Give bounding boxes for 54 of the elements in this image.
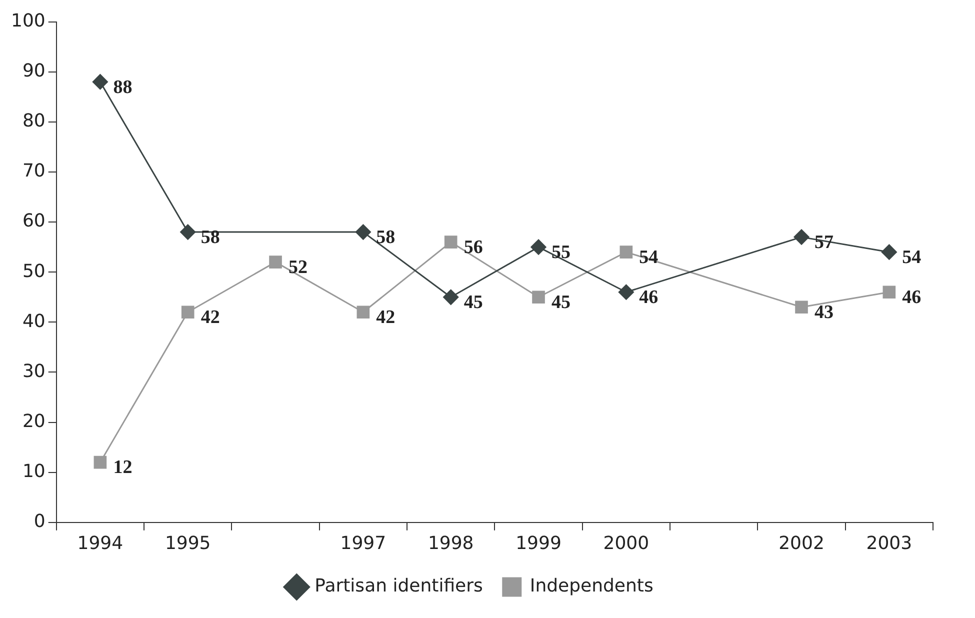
point [444, 236, 458, 248]
data-label: 88 [113, 76, 132, 98]
x-tick-label: 1994 [77, 532, 124, 554]
data-label: 55 [552, 242, 571, 263]
data-label: 42 [376, 307, 396, 328]
y-tick-label: 30 [22, 360, 46, 382]
point [181, 306, 194, 319]
x-tick-label: 1999 [516, 532, 562, 554]
data-label: 58 [200, 226, 220, 248]
point [794, 229, 810, 245]
point [618, 284, 634, 300]
y-tick-label: 40 [22, 310, 46, 332]
data-label: 46 [902, 287, 922, 308]
data-label: 46 [639, 287, 658, 308]
data-label: 45 [552, 292, 571, 314]
data-label: 43 [814, 302, 834, 324]
x-tick-label: 2002 [778, 532, 824, 554]
point [269, 256, 282, 268]
y-tick-label: 90 [22, 60, 46, 82]
point [620, 246, 633, 258]
y-tick-label: 0 [34, 511, 46, 532]
point [443, 289, 459, 305]
data-label: 56 [464, 236, 483, 258]
data-label: 45 [464, 292, 483, 314]
data-label: 54 [902, 246, 922, 268]
x-tick-label: 1995 [164, 532, 211, 554]
point [92, 74, 108, 90]
data-label: 54 [639, 246, 659, 268]
x-tick-label: 2000 [603, 532, 650, 554]
point [530, 239, 546, 255]
legend-label: Independents [530, 576, 654, 597]
x-tick-label: 1998 [428, 532, 474, 554]
point [881, 244, 897, 260]
y-tick-label: 50 [22, 260, 46, 282]
point [180, 224, 196, 240]
data-label: 58 [376, 226, 396, 248]
point [94, 456, 107, 469]
point [356, 306, 370, 319]
y-tick-label: 20 [22, 410, 46, 432]
y-tick-label: 10 [22, 461, 46, 482]
y-tick-label: 70 [22, 160, 46, 182]
x-tick-label: 1997 [340, 532, 386, 554]
y-tick-label: 80 [22, 110, 46, 132]
point [882, 286, 896, 299]
legend-label: Partisan identifiers [314, 576, 483, 597]
data-label: 12 [113, 457, 132, 478]
y-tick-label: 60 [22, 210, 46, 232]
data-label: 42 [200, 307, 220, 328]
x-tick-label: 2003 [866, 532, 912, 554]
point [532, 290, 545, 304]
point [355, 224, 371, 240]
data-label: 52 [288, 256, 308, 278]
point [795, 300, 808, 314]
y-tick-label: 100 [10, 10, 46, 32]
